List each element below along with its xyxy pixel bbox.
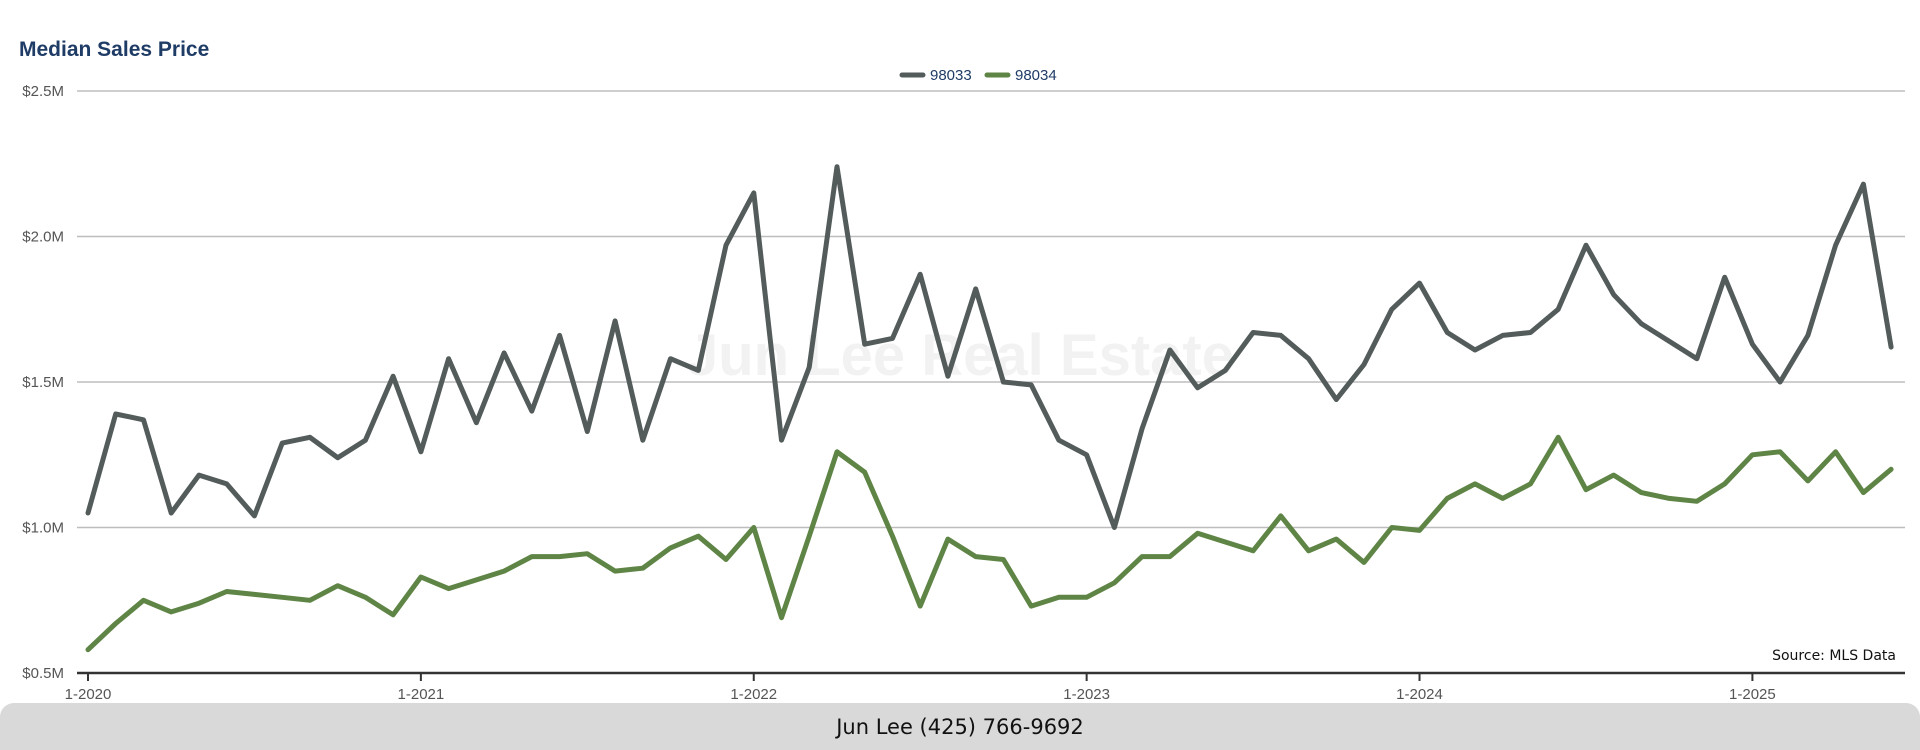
legend-label-98034: 98034 bbox=[1015, 67, 1057, 84]
axes: $2.5M $2.0M $1.5M $1.0M $0.5M1-2020 1-2021 1-2… bbox=[22, 83, 1905, 703]
x-tick-label: 1-2025 bbox=[1729, 686, 1776, 703]
x-tick-label: 1-2020 bbox=[65, 686, 112, 703]
chart-title: Median Sales Price bbox=[19, 38, 209, 61]
y-tick-label: $1.0M bbox=[22, 520, 64, 537]
series-line-98034 bbox=[85, 434, 1894, 653]
source-note: Source: MLS Data bbox=[1772, 648, 1896, 664]
gridlines bbox=[77, 90, 1905, 529]
y-tick-label: $0.5M bbox=[22, 665, 64, 682]
x-tick-label: 1-2021 bbox=[398, 686, 445, 703]
y-tick-label: $1.5M bbox=[22, 374, 64, 391]
median-sales-price-chart: Jun Lee Real Estate $2.5M$2.0M$1.5M$1.0M… bbox=[19, 38, 1905, 703]
x-tick-label: 1-2023 bbox=[1063, 686, 1110, 703]
footer-bar: Jun Lee (425) 766-9692 bbox=[0, 703, 1920, 750]
footer-contact: Jun Lee (425) 766-9692 bbox=[836, 714, 1084, 739]
legend-label-98033: 98033 bbox=[930, 67, 972, 84]
y-tick-label: $2.0M bbox=[22, 229, 64, 246]
legend[interactable]: 98033 98034 bbox=[899, 67, 1057, 84]
x-tick-label: 1-2022 bbox=[730, 686, 777, 703]
x-tick-label: 1-2024 bbox=[1396, 686, 1443, 703]
y-tick-label: $2.5M bbox=[22, 83, 64, 100]
series-line-98033 bbox=[85, 164, 1894, 530]
series-lines bbox=[85, 164, 1894, 653]
